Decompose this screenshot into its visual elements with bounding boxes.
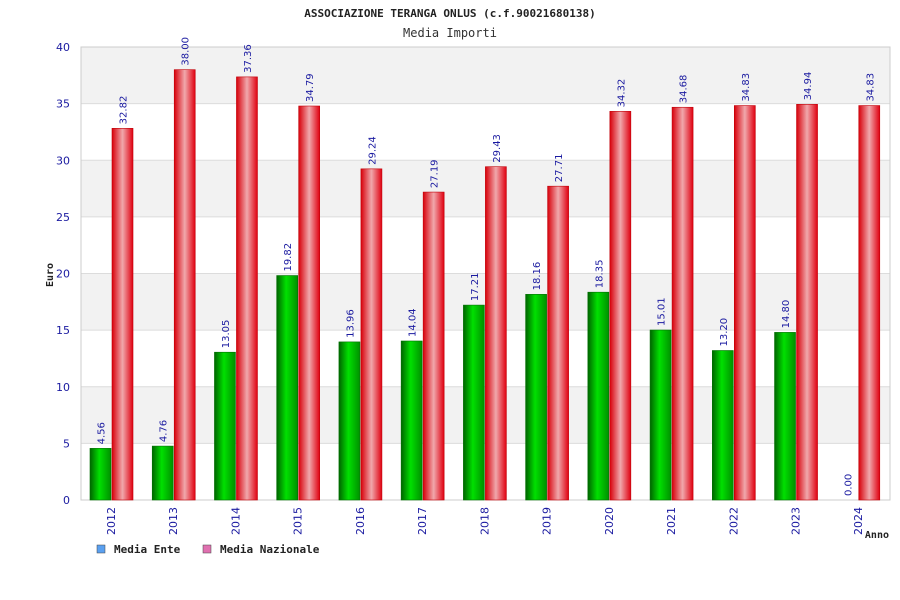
data-label-media-ente-2019: 18.16: [532, 262, 543, 291]
y-axis-label: Euro: [45, 263, 56, 287]
x-tick-label: 2012: [105, 507, 118, 535]
data-label-media-ente-2024: 0.00: [843, 474, 854, 496]
y-tick-label: 0: [63, 494, 70, 507]
data-label-media-nazionale-2012: 32.82: [119, 96, 130, 125]
data-label-media-ente-2016: 13.96: [345, 309, 356, 338]
x-axis-ticks: 2012 2013 2014 2015 2016 2017 2018 2019 2020 2021…: [105, 507, 865, 535]
data-label-media-nazionale-2023: 34.94: [803, 72, 814, 101]
y-axis-ticks: 0 5 10 15 20 25 30 35 40: [56, 41, 70, 507]
bar-media-nazionale-2022: [734, 105, 756, 501]
data-label-media-nazionale-2019: 27.71: [554, 154, 565, 183]
bar-media-nazionale-2014: [236, 76, 258, 501]
bars: [89, 69, 881, 501]
data-label-media-ente-2020: 18.35: [594, 260, 605, 289]
data-label-media-ente-2012: 4.56: [97, 422, 108, 444]
bar-media-nazionale-2024: [858, 105, 881, 501]
data-label-media-nazionale-2016: 29.24: [367, 136, 378, 165]
y-tick-label: 35: [56, 98, 70, 111]
data-label-media-ente-2014: 13.05: [221, 320, 232, 349]
bar-media-ente-2016: [338, 341, 361, 501]
x-tick-label: 2024: [852, 507, 865, 535]
chart-subtitle: Media Importi: [403, 26, 497, 40]
x-tick-label: 2017: [416, 507, 429, 535]
data-label-media-ente-2015: 19.82: [283, 243, 294, 272]
bar-media-ente-2015: [276, 275, 298, 501]
x-tick-label: 2016: [354, 507, 367, 535]
y-tick-label: 10: [56, 381, 70, 394]
bar-media-nazionale-2015: [298, 105, 320, 501]
data-label-media-nazionale-2020: 34.32: [616, 79, 627, 108]
grid-band: [81, 47, 890, 104]
bar-media-nazionale-2020: [609, 111, 632, 501]
bar-media-nazionale-2018: [485, 166, 507, 501]
bar-media-ente-2019: [525, 294, 547, 501]
x-tick-label: 2021: [665, 507, 678, 535]
data-label-media-ente-2013: 4.76: [159, 420, 170, 442]
legend-swatch-media-nazionale: [202, 544, 212, 554]
legend-label-media-ente: Media Ente: [114, 543, 181, 556]
bar-media-ente-2017: [400, 340, 423, 501]
bar-media-nazionale-2012: [111, 128, 134, 501]
x-tick-label: 2018: [478, 507, 491, 535]
data-label-media-nazionale-2018: 29.43: [492, 134, 503, 163]
bar-media-nazionale-2023: [796, 104, 818, 501]
legend: Media Ente Media Nazionale: [96, 543, 320, 556]
x-tick-label: 2019: [541, 507, 554, 535]
y-tick-label: 15: [56, 324, 70, 337]
bar-media-ente-2020: [587, 291, 610, 501]
x-tick-label: 2015: [292, 507, 305, 535]
data-label-media-ente-2022: 13.20: [719, 318, 730, 347]
bar-media-nazionale-2013: [173, 69, 196, 501]
bar-media-ente-2023: [774, 332, 796, 501]
data-label-media-ente-2017: 14.04: [408, 308, 419, 337]
legend-label-media-nazionale: Media Nazionale: [220, 543, 320, 556]
bar-media-nazionale-2021: [671, 106, 694, 501]
data-label-media-nazionale-2015: 34.79: [305, 73, 316, 102]
data-label-media-ente-2018: 17.21: [470, 272, 481, 301]
bar-media-ente-2012: [89, 448, 112, 501]
bar-media-ente-2022: [712, 350, 734, 501]
x-tick-label: 2020: [603, 507, 616, 535]
x-tick-label: 2023: [790, 507, 803, 535]
y-tick-label: 25: [56, 211, 70, 224]
data-label-media-nazionale-2022: 34.83: [741, 73, 752, 102]
bar-media-ente-2018: [463, 304, 485, 501]
data-label-media-ente-2023: 14.80: [781, 300, 792, 329]
legend-swatch-media-ente: [96, 544, 106, 554]
y-tick-label: 20: [56, 268, 70, 281]
bar-media-ente-2021: [649, 329, 672, 501]
grid-band: [81, 103, 890, 161]
bar-media-ente-2013: [151, 445, 174, 501]
x-tick-label: 2022: [727, 507, 740, 535]
data-label-media-ente-2021: 15.01: [657, 297, 668, 326]
bar-media-ente-2014: [214, 351, 236, 501]
x-tick-label: 2014: [229, 507, 242, 535]
chart-title: ASSOCIAZIONE TERANGA ONLUS (c.f.90021680…: [304, 7, 595, 20]
y-tick-label: 5: [63, 437, 70, 450]
data-label-media-nazionale-2013: 38.00: [181, 37, 192, 66]
bar-media-nazionale-2019: [547, 185, 569, 501]
data-label-media-nazionale-2014: 37.36: [243, 44, 254, 73]
data-labels: 4.56 32.82 4.76 38.00 13.05 37.36 19.82 34.79 13…: [97, 37, 877, 496]
y-tick-label: 40: [56, 41, 70, 54]
x-tick-label: 2013: [167, 507, 180, 535]
data-label-media-nazionale-2024: 34.83: [865, 73, 876, 102]
bar-media-nazionale-2017: [422, 191, 445, 501]
data-label-media-nazionale-2021: 34.68: [679, 75, 690, 104]
y-tick-label: 30: [56, 154, 70, 167]
x-axis-label: Anno: [865, 530, 889, 541]
data-label-media-nazionale-2017: 27.19: [430, 159, 441, 188]
bar-media-nazionale-2016: [360, 168, 383, 501]
